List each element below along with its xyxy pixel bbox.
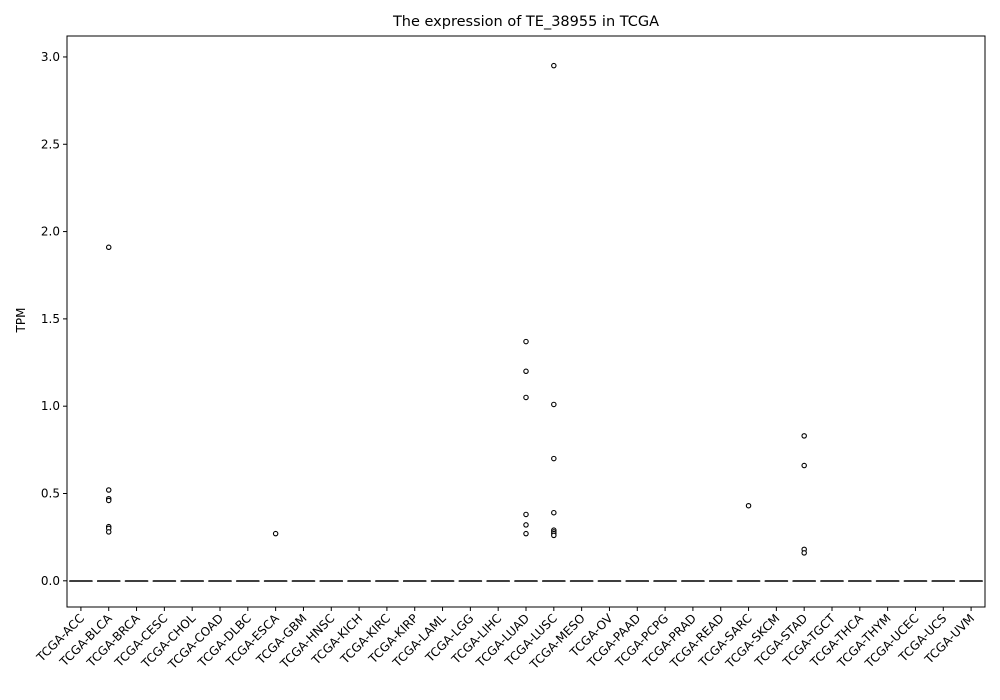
outlier-point (801, 433, 807, 439)
outlier-point (105, 487, 112, 493)
y-tick-label: 2.0 (41, 225, 60, 239)
plot-area: 0.00.51.01.52.02.53.0TCGA-ACCTCGA-BLCATC… (33, 35, 986, 672)
outlier-point (105, 244, 112, 251)
y-tick-label: 0.5 (41, 486, 60, 500)
y-tick-label: 2.5 (41, 137, 60, 151)
outlier-point (551, 62, 557, 69)
outlier-point (801, 462, 807, 469)
outlier-point (105, 529, 112, 535)
outlier-point (523, 530, 529, 537)
outlier-point (551, 532, 557, 539)
outlier-point (551, 509, 557, 516)
y-tick-label: 3.0 (41, 50, 60, 64)
outlier-point (745, 502, 752, 509)
outlier-point (801, 550, 807, 556)
y-tick-label: 1.0 (41, 399, 60, 413)
outlier-point (272, 530, 279, 537)
outlier-point (523, 338, 529, 345)
chart-title: The expression of TE_38955 in TCGA (392, 14, 659, 30)
outlier-point (551, 401, 557, 408)
outlier-point (523, 522, 529, 528)
outlier-point (523, 394, 529, 401)
outlier-point (105, 497, 112, 504)
outlier-point (523, 368, 529, 375)
y-axis-label: TPM (14, 308, 28, 334)
outlier-point (551, 455, 557, 462)
outlier-point (523, 511, 529, 518)
plot-frame (66, 35, 986, 608)
y-tick-label: 0.0 (41, 574, 60, 588)
y-tick-label: 1.5 (41, 312, 60, 326)
